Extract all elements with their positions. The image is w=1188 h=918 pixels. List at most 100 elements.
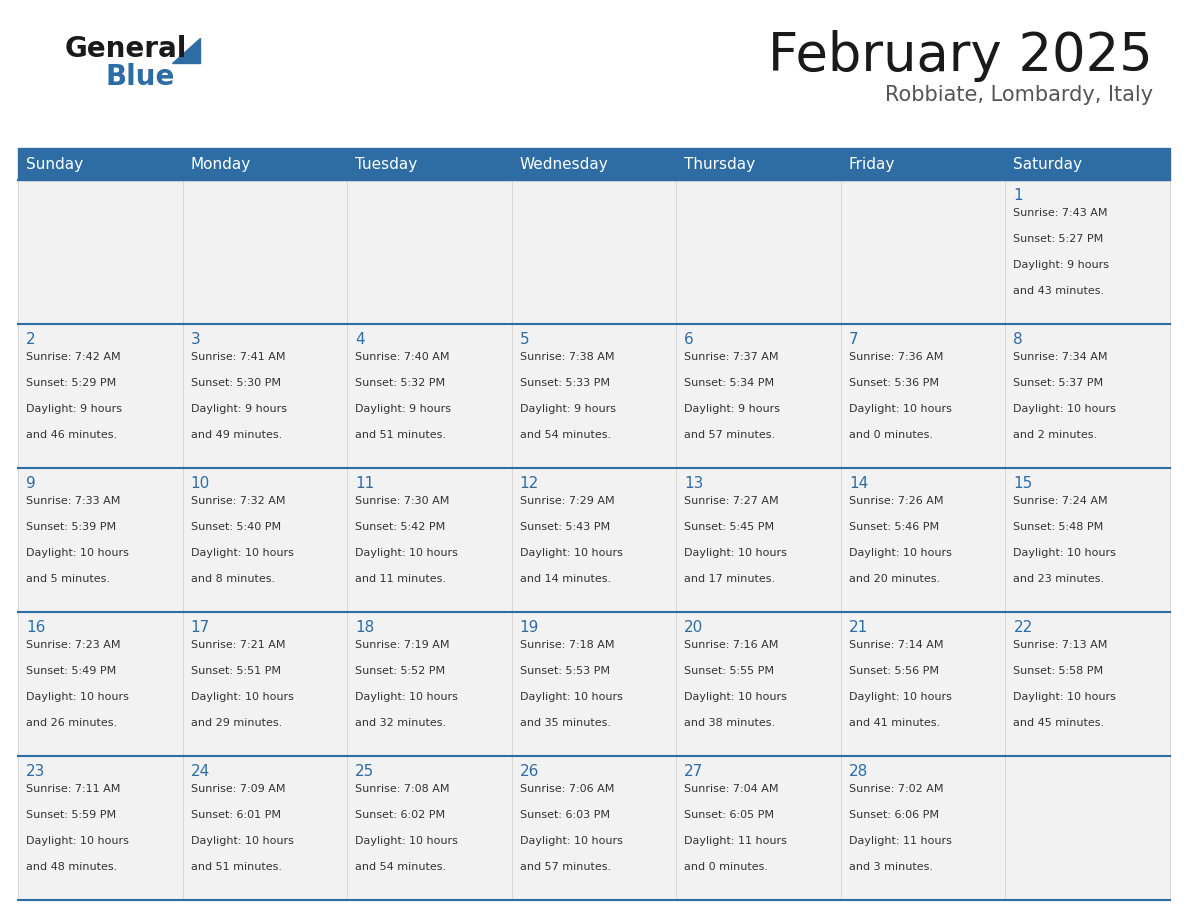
Text: and 32 minutes.: and 32 minutes.: [355, 718, 447, 728]
Text: Daylight: 10 hours: Daylight: 10 hours: [355, 836, 459, 845]
Text: Daylight: 10 hours: Daylight: 10 hours: [190, 548, 293, 558]
Bar: [676, 180, 841, 324]
Text: Sunrise: 7:26 AM: Sunrise: 7:26 AM: [849, 496, 943, 506]
Text: Sunrise: 7:23 AM: Sunrise: 7:23 AM: [26, 640, 120, 650]
Bar: [18, 148, 1170, 180]
Text: Daylight: 10 hours: Daylight: 10 hours: [26, 548, 128, 558]
Bar: [18, 324, 183, 468]
Text: Sunset: 5:55 PM: Sunset: 5:55 PM: [684, 666, 775, 676]
Text: 20: 20: [684, 620, 703, 635]
Bar: [183, 468, 347, 612]
Text: Sunset: 5:33 PM: Sunset: 5:33 PM: [519, 378, 609, 388]
Text: Daylight: 10 hours: Daylight: 10 hours: [355, 548, 459, 558]
Text: Daylight: 10 hours: Daylight: 10 hours: [849, 404, 952, 414]
Text: Sunrise: 7:30 AM: Sunrise: 7:30 AM: [355, 496, 449, 506]
Text: Tuesday: Tuesday: [355, 156, 417, 172]
Text: Sunrise: 7:34 AM: Sunrise: 7:34 AM: [1013, 352, 1108, 362]
Text: Sunset: 5:36 PM: Sunset: 5:36 PM: [849, 378, 939, 388]
Text: Sunset: 5:56 PM: Sunset: 5:56 PM: [849, 666, 939, 676]
Text: Sunset: 5:51 PM: Sunset: 5:51 PM: [190, 666, 280, 676]
Bar: [347, 180, 512, 324]
Text: Daylight: 10 hours: Daylight: 10 hours: [1013, 404, 1117, 414]
Text: Blue: Blue: [105, 63, 175, 91]
Text: Sunset: 5:29 PM: Sunset: 5:29 PM: [26, 378, 116, 388]
Bar: [18, 612, 183, 756]
Text: 22: 22: [1013, 620, 1032, 635]
Text: and 0 minutes.: and 0 minutes.: [849, 430, 933, 440]
Text: Sunrise: 7:36 AM: Sunrise: 7:36 AM: [849, 352, 943, 362]
Text: 26: 26: [519, 764, 539, 779]
Text: and 2 minutes.: and 2 minutes.: [1013, 430, 1098, 440]
Text: and 29 minutes.: and 29 minutes.: [190, 718, 282, 728]
Text: Daylight: 9 hours: Daylight: 9 hours: [26, 404, 122, 414]
Text: Sunset: 5:42 PM: Sunset: 5:42 PM: [355, 522, 446, 532]
Polygon shape: [172, 38, 200, 63]
Text: 27: 27: [684, 764, 703, 779]
Text: and 48 minutes.: and 48 minutes.: [26, 862, 118, 872]
Text: Sunset: 5:49 PM: Sunset: 5:49 PM: [26, 666, 116, 676]
Text: Sunrise: 7:06 AM: Sunrise: 7:06 AM: [519, 784, 614, 794]
Text: Sunrise: 7:41 AM: Sunrise: 7:41 AM: [190, 352, 285, 362]
Text: 10: 10: [190, 476, 210, 491]
Text: and 54 minutes.: and 54 minutes.: [355, 862, 447, 872]
Text: and 20 minutes.: and 20 minutes.: [849, 574, 940, 584]
Text: 19: 19: [519, 620, 539, 635]
Text: and 51 minutes.: and 51 minutes.: [355, 430, 447, 440]
Text: Sunrise: 7:09 AM: Sunrise: 7:09 AM: [190, 784, 285, 794]
Text: and 43 minutes.: and 43 minutes.: [1013, 285, 1105, 296]
Bar: [841, 180, 1005, 324]
Bar: [1005, 756, 1170, 900]
Text: Daylight: 10 hours: Daylight: 10 hours: [1013, 692, 1117, 702]
Bar: [183, 324, 347, 468]
Bar: [1005, 180, 1170, 324]
Text: Sunrise: 7:40 AM: Sunrise: 7:40 AM: [355, 352, 449, 362]
Bar: [1005, 468, 1170, 612]
Text: 13: 13: [684, 476, 703, 491]
Text: 23: 23: [26, 764, 45, 779]
Bar: [347, 324, 512, 468]
Text: Daylight: 10 hours: Daylight: 10 hours: [1013, 548, 1117, 558]
Text: Sunrise: 7:18 AM: Sunrise: 7:18 AM: [519, 640, 614, 650]
Text: Sunset: 6:06 PM: Sunset: 6:06 PM: [849, 810, 939, 820]
Text: and 38 minutes.: and 38 minutes.: [684, 718, 776, 728]
Bar: [18, 468, 183, 612]
Text: Daylight: 10 hours: Daylight: 10 hours: [26, 836, 128, 845]
Text: Daylight: 10 hours: Daylight: 10 hours: [519, 836, 623, 845]
Text: General: General: [65, 35, 188, 63]
Text: and 17 minutes.: and 17 minutes.: [684, 574, 776, 584]
Text: Sunset: 6:03 PM: Sunset: 6:03 PM: [519, 810, 609, 820]
Text: Sunset: 5:58 PM: Sunset: 5:58 PM: [1013, 666, 1104, 676]
Text: 11: 11: [355, 476, 374, 491]
Text: Daylight: 10 hours: Daylight: 10 hours: [26, 692, 128, 702]
Text: and 49 minutes.: and 49 minutes.: [190, 430, 282, 440]
Text: Daylight: 10 hours: Daylight: 10 hours: [519, 548, 623, 558]
Bar: [347, 756, 512, 900]
Text: 12: 12: [519, 476, 539, 491]
Text: Sunrise: 7:04 AM: Sunrise: 7:04 AM: [684, 784, 779, 794]
Bar: [1005, 324, 1170, 468]
Text: Saturday: Saturday: [1013, 156, 1082, 172]
Text: and 5 minutes.: and 5 minutes.: [26, 574, 110, 584]
Text: Daylight: 10 hours: Daylight: 10 hours: [684, 548, 788, 558]
Text: Wednesday: Wednesday: [519, 156, 608, 172]
Text: 28: 28: [849, 764, 868, 779]
Text: Monday: Monday: [190, 156, 251, 172]
Text: Sunrise: 7:29 AM: Sunrise: 7:29 AM: [519, 496, 614, 506]
Text: Sunrise: 7:13 AM: Sunrise: 7:13 AM: [1013, 640, 1107, 650]
Text: Sunset: 5:34 PM: Sunset: 5:34 PM: [684, 378, 775, 388]
Bar: [676, 324, 841, 468]
Text: Thursday: Thursday: [684, 156, 756, 172]
Bar: [676, 612, 841, 756]
Text: Sunrise: 7:38 AM: Sunrise: 7:38 AM: [519, 352, 614, 362]
Bar: [18, 180, 183, 324]
Text: Sunrise: 7:43 AM: Sunrise: 7:43 AM: [1013, 208, 1108, 218]
Text: Sunday: Sunday: [26, 156, 83, 172]
Bar: [183, 612, 347, 756]
Text: and 14 minutes.: and 14 minutes.: [519, 574, 611, 584]
Text: Sunrise: 7:32 AM: Sunrise: 7:32 AM: [190, 496, 285, 506]
Text: 9: 9: [26, 476, 36, 491]
Text: Sunset: 5:32 PM: Sunset: 5:32 PM: [355, 378, 446, 388]
Text: 3: 3: [190, 332, 201, 347]
Text: Sunset: 5:27 PM: Sunset: 5:27 PM: [1013, 234, 1104, 244]
Text: Daylight: 11 hours: Daylight: 11 hours: [849, 836, 952, 845]
